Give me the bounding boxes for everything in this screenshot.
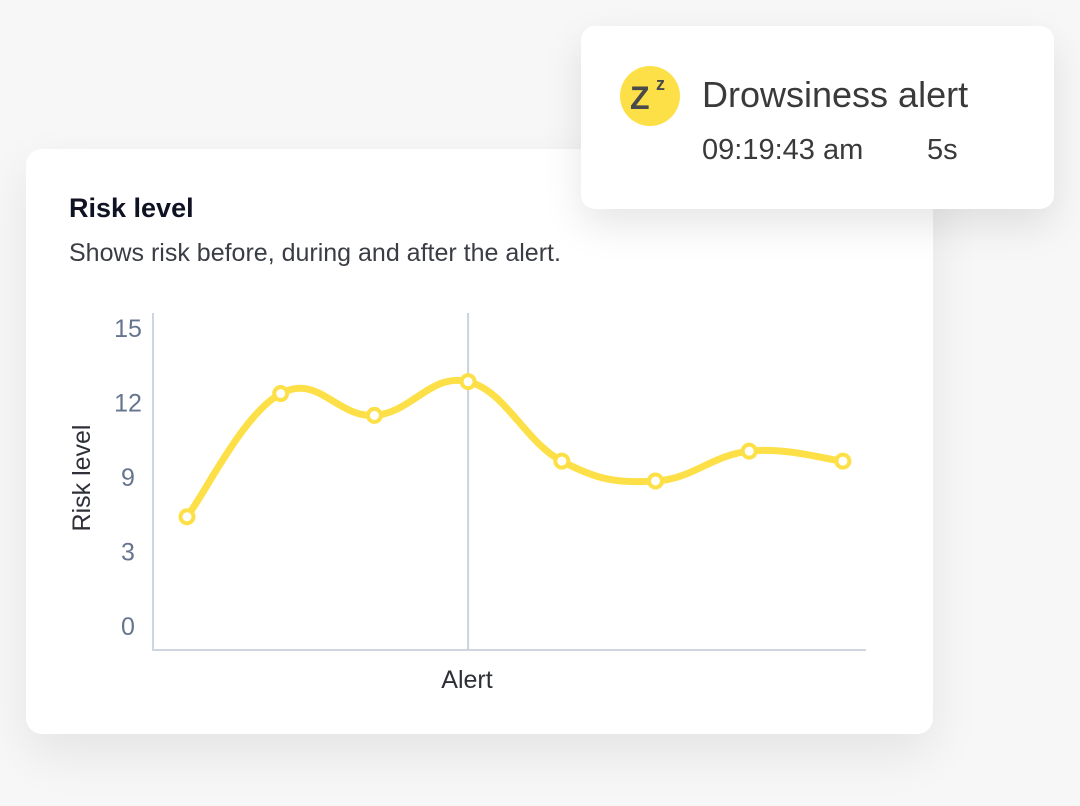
y-tick-label: 9 [121,464,135,492]
data-point[interactable] [272,385,290,403]
drowsiness-alert-card[interactable]: Z z Drowsiness alert 09:19:43 am 5s [581,26,1054,209]
data-point[interactable] [459,373,477,391]
y-tick-label: 15 [114,315,142,343]
alert-title: Drowsiness alert [702,74,969,115]
sleep-zz-icon: Z z [620,66,680,126]
alert-duration: 5s [927,134,958,166]
card-title: Risk level [69,193,194,223]
data-point[interactable] [553,452,571,470]
data-point[interactable] [647,472,664,490]
card-subtitle: Shows risk before, during and after the … [69,239,561,267]
y-axis-ticks: 15 12 9 3 0 [114,315,142,641]
alert-time: 09:19:43 am [702,134,864,166]
y-tick-label: 12 [114,390,142,418]
y-tick-label: 3 [121,539,135,567]
data-point[interactable] [178,508,196,526]
y-axis-label: Risk level [68,425,96,532]
data-points [178,373,852,526]
data-point[interactable] [365,406,383,424]
data-point[interactable] [834,452,852,470]
y-tick-label: 0 [121,613,135,641]
alert-x-label: Alert [441,666,492,694]
data-point[interactable] [740,442,758,460]
risk-level-card: Risk level Shows risk before, during and… [26,149,933,734]
